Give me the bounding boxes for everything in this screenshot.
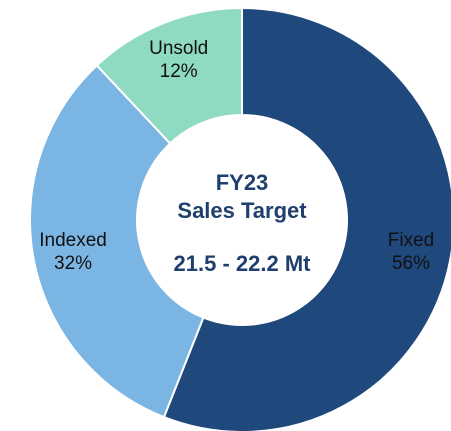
center-annotation: 21.5 - 22.2 Mt	[174, 251, 312, 276]
donut-slice	[162, 6, 451, 431]
slice-label: Unsold	[149, 38, 208, 59]
chart-title: FY23	[216, 170, 269, 195]
slice-value-label: 12%	[160, 61, 198, 82]
slice-label: Fixed	[388, 230, 434, 251]
donut-slice	[95, 6, 243, 145]
donut-slice	[29, 64, 205, 419]
slice-label: Indexed	[39, 230, 107, 251]
chart-subtitle: Sales Target	[177, 198, 307, 223]
slice-value-label: 32%	[54, 253, 92, 274]
slice-value-label: 56%	[392, 253, 430, 274]
